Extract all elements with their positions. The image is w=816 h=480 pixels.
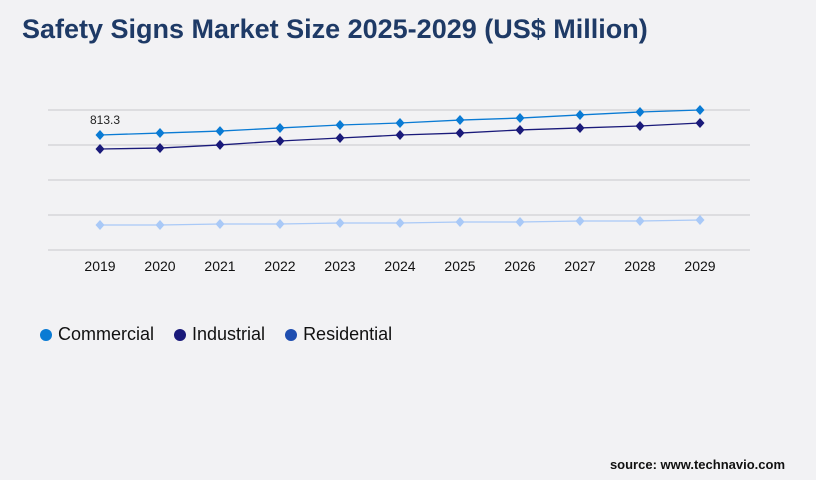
industrial-point bbox=[215, 139, 225, 150]
industrial-point bbox=[455, 128, 465, 139]
residential-point bbox=[95, 219, 105, 230]
industrial-point bbox=[575, 122, 585, 133]
residential-point bbox=[635, 216, 645, 227]
residential-point bbox=[515, 217, 525, 227]
residential-point bbox=[695, 215, 705, 226]
commercial-point bbox=[455, 115, 465, 126]
legend-label: Commercial bbox=[58, 324, 155, 344]
residential-point bbox=[395, 217, 405, 228]
legend-marker bbox=[174, 328, 187, 341]
x-tick-label: 2020 bbox=[144, 258, 175, 274]
commercial-point bbox=[155, 128, 165, 139]
x-tick-label: 2023 bbox=[324, 258, 355, 274]
industrial-point bbox=[635, 120, 645, 131]
residential-point bbox=[335, 217, 345, 228]
commercial-point bbox=[275, 122, 285, 133]
residential-point bbox=[215, 218, 225, 229]
industrial-point bbox=[95, 144, 105, 155]
legend: Commercial Industrial Residential bbox=[40, 324, 392, 345]
industrial-point bbox=[335, 133, 345, 143]
commercial-point bbox=[695, 105, 705, 115]
legend-label: Industrial bbox=[192, 324, 266, 344]
source-text: source: www.technavio.com bbox=[609, 457, 785, 472]
commercial-point bbox=[335, 119, 345, 130]
x-tick-label: 2021 bbox=[204, 258, 235, 274]
commercial-point bbox=[215, 126, 225, 137]
x-tick-label: 2024 bbox=[384, 258, 415, 274]
residential-point bbox=[575, 216, 585, 227]
residential-point bbox=[275, 218, 285, 229]
x-tick-label: 2019 bbox=[84, 258, 115, 274]
legend-item-residential: Residential bbox=[285, 324, 392, 345]
line-chart: 2019 2020 2021 2022 2023 2024 2025 2026 2027 2028… bbox=[48, 105, 750, 274]
industrial-point bbox=[155, 143, 165, 154]
x-tick-label: 2025 bbox=[444, 258, 475, 274]
x-tick-label: 2028 bbox=[624, 258, 655, 274]
x-tick-label: 2026 bbox=[504, 258, 535, 274]
industrial-point bbox=[395, 130, 405, 141]
x-tick-label: 2029 bbox=[684, 258, 715, 274]
commercial-point bbox=[395, 118, 405, 129]
commercial-point bbox=[95, 129, 105, 140]
legend-item-industrial: Industrial bbox=[174, 324, 265, 345]
x-tick-label: 2027 bbox=[564, 258, 595, 274]
commercial-point bbox=[575, 109, 585, 120]
residential-point bbox=[455, 217, 465, 227]
commercial-point bbox=[515, 113, 525, 124]
data-label: 813.3 bbox=[90, 113, 120, 127]
commercial-point bbox=[635, 106, 645, 117]
industrial-point bbox=[515, 124, 525, 135]
legend-marker bbox=[40, 328, 52, 341]
legend-item-commercial: Commercial bbox=[40, 324, 154, 345]
industrial-point bbox=[275, 135, 285, 146]
residential-point bbox=[155, 219, 165, 230]
x-tick-label: 2022 bbox=[264, 258, 295, 274]
chart-title: Safety Signs Market Size 2025-2029 (US$ … bbox=[22, 14, 648, 44]
industrial-point bbox=[695, 118, 705, 129]
legend-marker bbox=[285, 328, 298, 341]
legend-label: Residential bbox=[303, 324, 393, 344]
